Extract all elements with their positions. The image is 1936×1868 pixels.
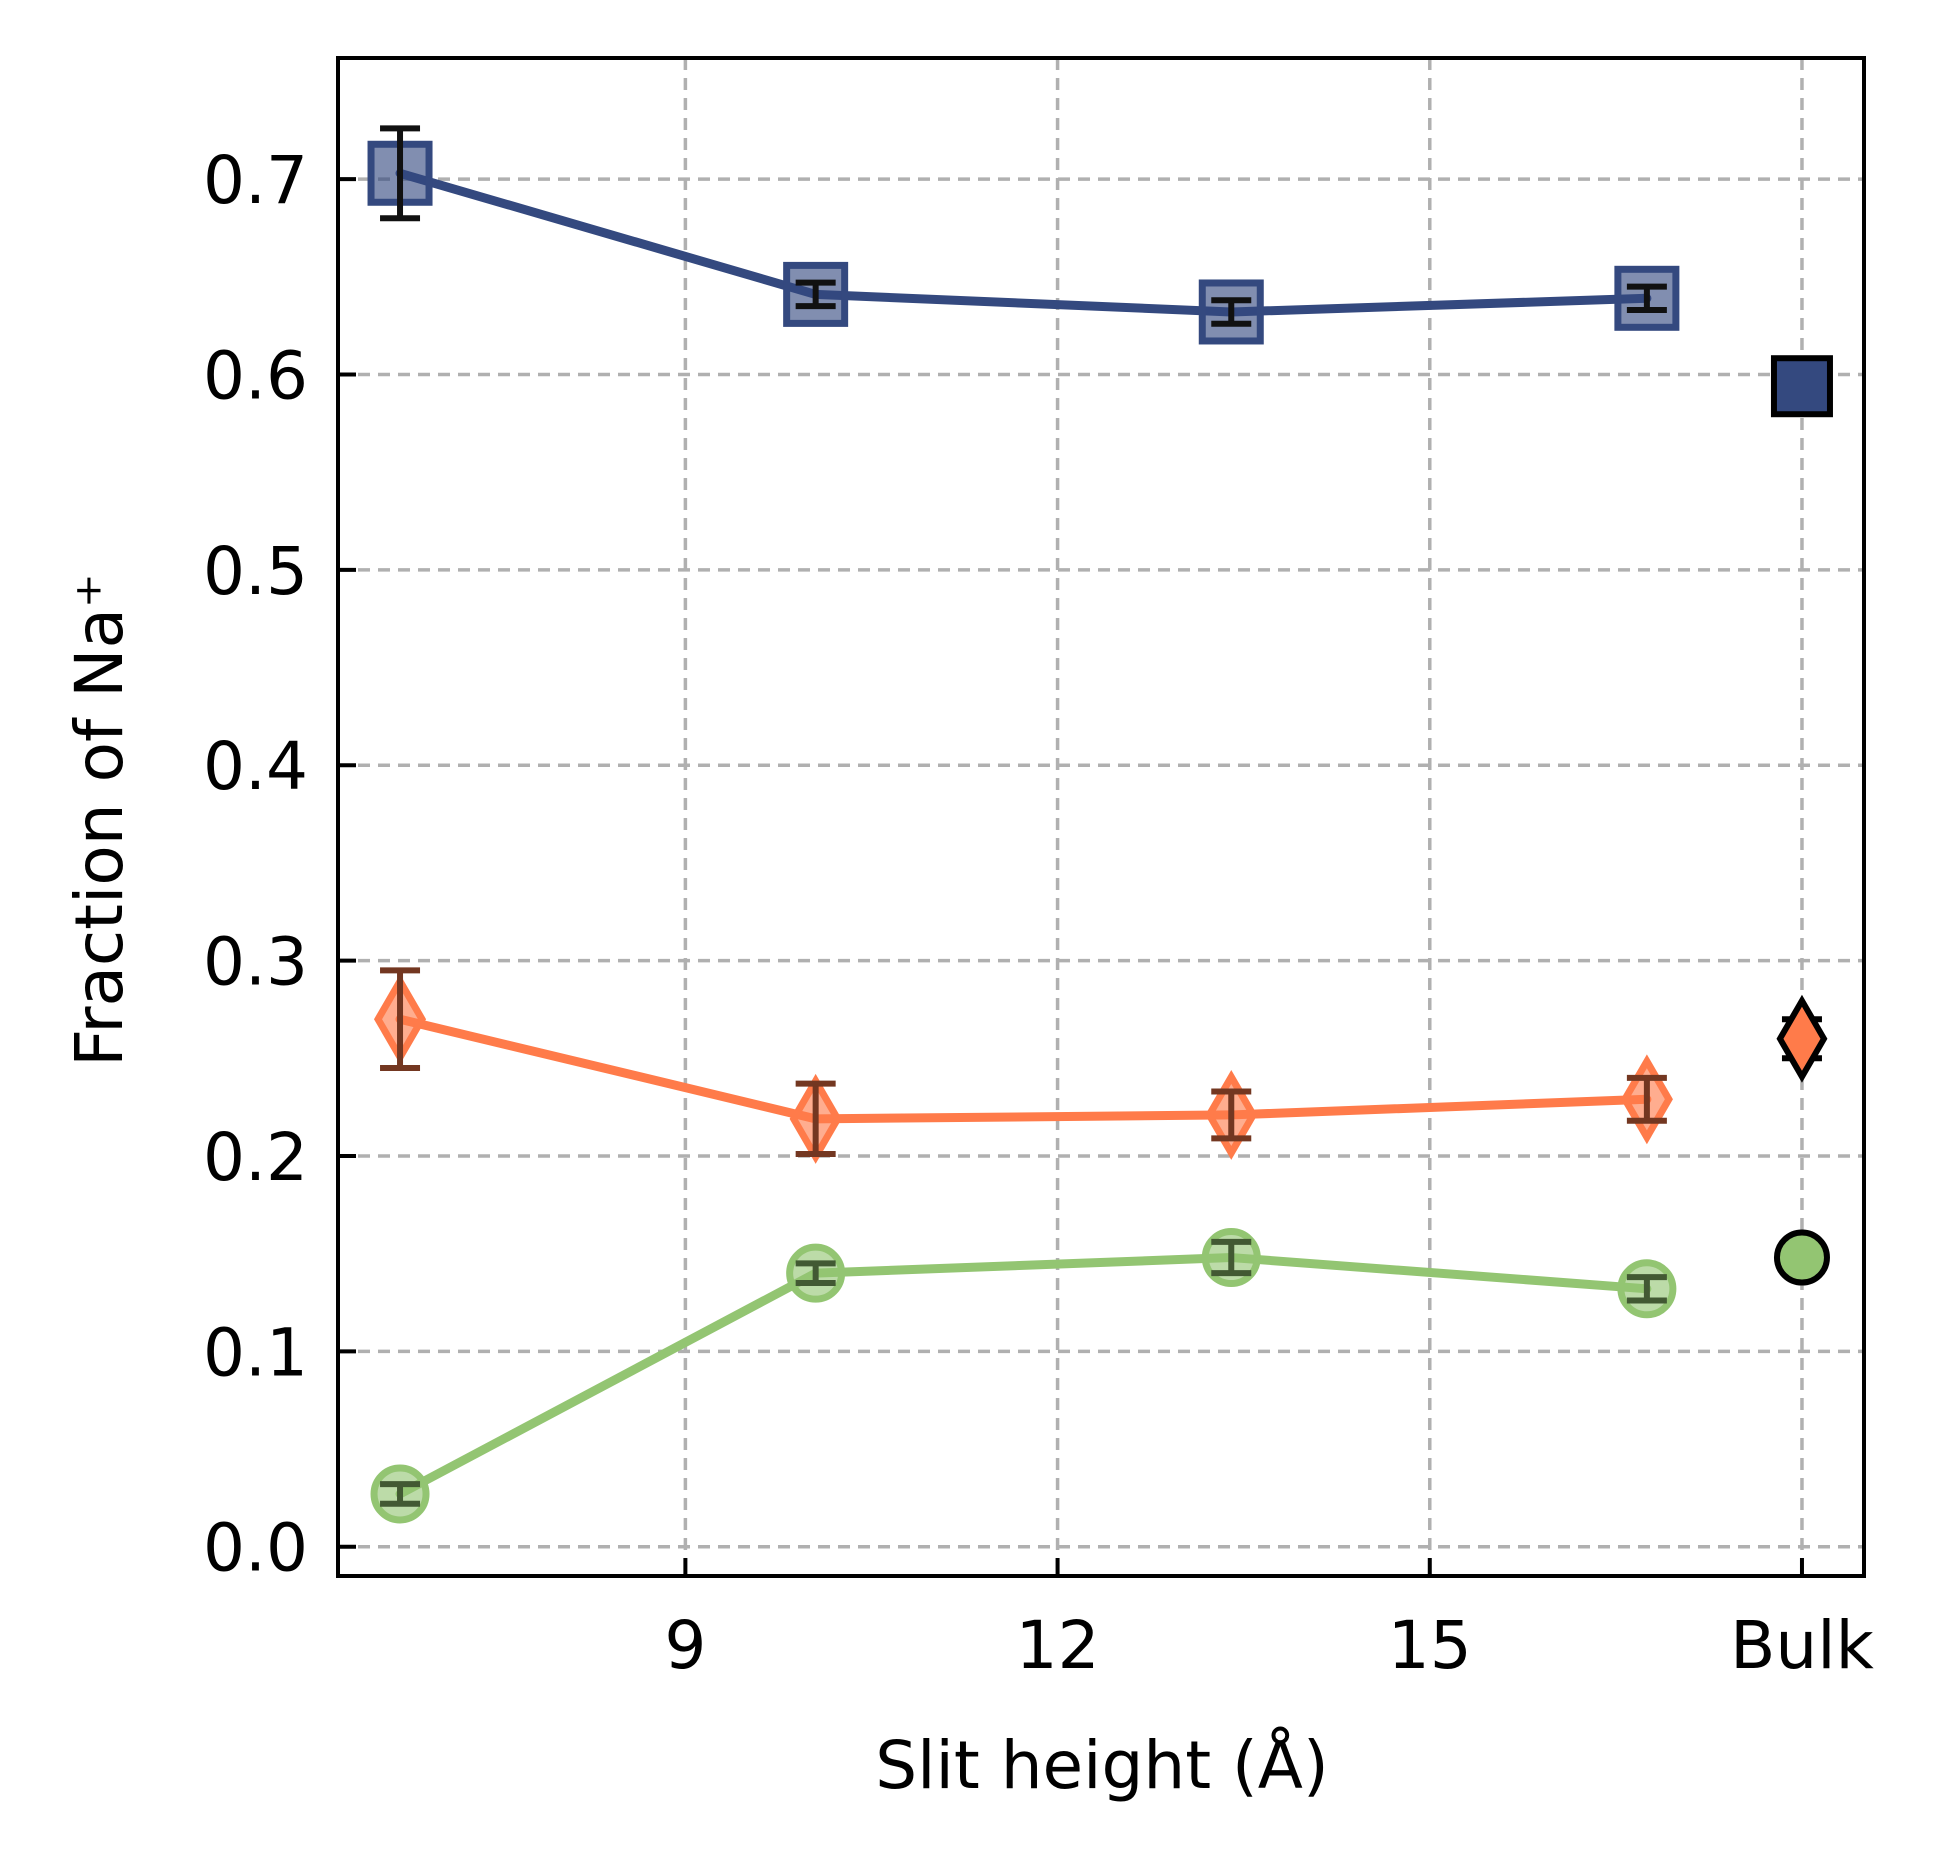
series-0-errorbar-0 [380, 125, 421, 222]
series-0-bulk-point [1770, 355, 1833, 418]
y-tick-label-7: 0.7 [203, 142, 308, 219]
y-tick-label-4: 0.4 [203, 728, 308, 805]
x-tick-label-1: 12 [1016, 1607, 1100, 1684]
series-1-errorbar-1 [795, 1080, 836, 1158]
series-0 [367, 125, 1833, 418]
series-0-line [395, 168, 1652, 317]
y-tick-label-5: 0.5 [203, 533, 308, 610]
series-0-errorbar-2 [1211, 297, 1252, 327]
x-tick-label-0: 9 [664, 1607, 706, 1684]
series-2-bulk-point [1773, 1229, 1830, 1286]
series-2-errorbar-3 [1626, 1274, 1667, 1304]
plot-frame [336, 56, 1866, 1578]
plot-border [336, 56, 1866, 1578]
series-1-bulk-point [1776, 994, 1828, 1083]
y-tick-label-0: 0.0 [203, 1510, 308, 1587]
series-1 [373, 967, 1828, 1164]
y-axis-label: Fraction of Na⁺ [61, 573, 138, 1067]
x-tick-label-3: Bulk [1730, 1607, 1874, 1684]
series-2-errorbar-1 [795, 1260, 836, 1286]
x-tick-label-2: 15 [1388, 1607, 1472, 1684]
series-2 [370, 1228, 1830, 1524]
grid-lines [338, 58, 1864, 1576]
series-1-errorbar-3 [1626, 1074, 1667, 1124]
y-tick-label-1: 0.1 [203, 1314, 308, 1391]
series-1-errorbar-0 [380, 967, 421, 1072]
series-2-errorbar-2 [1211, 1238, 1252, 1277]
y-tick-label-2: 0.2 [203, 1119, 308, 1196]
y-tick-label-6: 0.6 [203, 337, 308, 414]
x-axis-label: Slit height (Å) [875, 1727, 1328, 1804]
series-layer [367, 125, 1833, 1524]
series-1-line [395, 1014, 1652, 1124]
series-2-line [395, 1253, 1652, 1499]
y-tick-label-3: 0.3 [203, 924, 308, 1001]
series-1-errorbar-2 [1211, 1088, 1252, 1142]
series-0-errorbar-3 [1626, 283, 1667, 314]
series-2-errorbar-0 [380, 1481, 421, 1507]
series-0-errorbar-1 [795, 279, 836, 310]
tick-layer: 9 12 15 Bulk 0.0 0.1 0.2 0.3 0.4 0.5 0.6 0.7 [203, 142, 1875, 1684]
